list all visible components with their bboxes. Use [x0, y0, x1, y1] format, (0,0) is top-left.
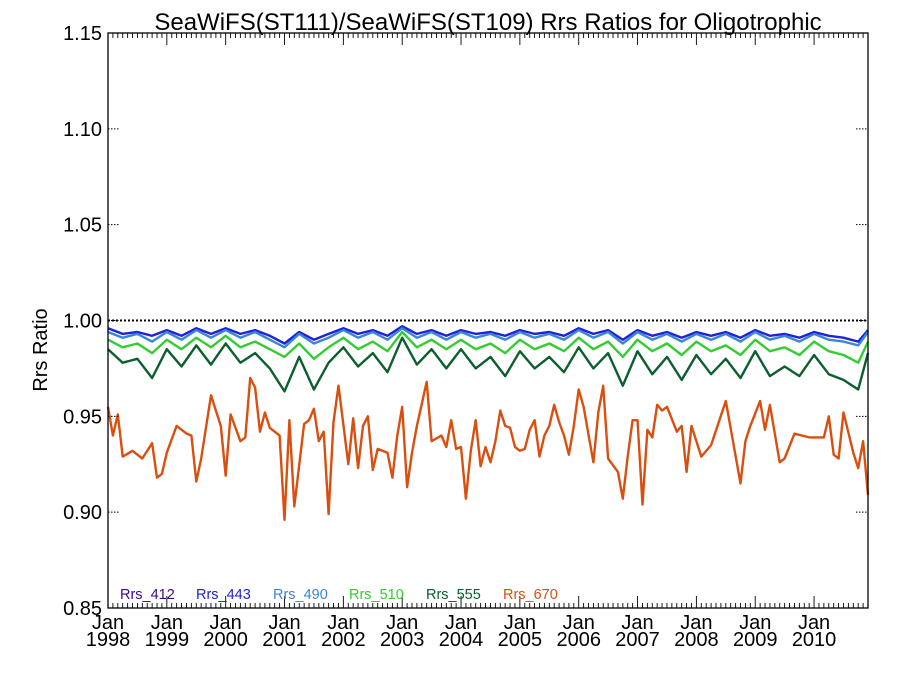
x-tick-label-month: Jan [386, 612, 418, 634]
y-axis-label: Rrs Ratio [30, 308, 52, 391]
y-tick-label: 0.90 [63, 502, 102, 524]
x-tick-label-month: Jan [445, 612, 477, 634]
x-tick-label-month: Jan [268, 612, 300, 634]
series-line-rrs-510 [107, 330, 870, 364]
y-tick-label: 0.85 [63, 598, 102, 620]
x-tick-label-month: Jan [563, 612, 595, 634]
y-tick-label: 1.00 [63, 311, 102, 333]
series-line-rrs-490 [107, 327, 869, 349]
x-tick-label-month: Jan [327, 612, 359, 634]
legend-item-rrs-510: Rrs_510 [349, 587, 404, 603]
series-line-rrs-555 [107, 336, 870, 393]
x-tick-label-year: 2007 [615, 629, 660, 651]
x-tick-label-year: 1998 [86, 629, 131, 651]
x-tick-label-year: 2002 [321, 629, 366, 651]
x-tick-label-year: 2009 [733, 629, 778, 651]
legend-item-rrs-412: Rrs_412 [120, 587, 175, 603]
legend-item-rrs-443: Rrs_443 [196, 587, 251, 603]
y-tick-label: 0.95 [63, 406, 102, 428]
x-tick-label-year: 2000 [203, 629, 248, 651]
x-tick-label-month: Jan [210, 612, 242, 634]
x-tick-label-month: Jan [680, 612, 712, 634]
series-line-rrs-670 [106, 376, 870, 521]
legend-item-rrs-490: Rrs_490 [273, 587, 328, 603]
x-tick-label-month: Jan [504, 612, 536, 634]
x-tick-label-year: 2008 [674, 629, 719, 651]
legend-item-rrs-555: Rrs_555 [426, 587, 481, 603]
legend: Rrs_412 Rrs_443 Rrs_490 Rrs_510 Rrs_555 Rrs_6… [120, 587, 558, 603]
legend-item-rrs-670: Rrs_670 [503, 587, 558, 603]
x-tick-label-year: 2010 [792, 629, 837, 651]
y-tick-label: 1.10 [63, 119, 102, 141]
x-tick-label-year: 2001 [262, 629, 307, 651]
y-tick-label: 1.05 [63, 215, 102, 237]
x-tick-label-year: 2005 [498, 629, 543, 651]
x-tick-label-year: 2006 [556, 629, 601, 651]
x-tick-label-month: Jan [739, 612, 771, 634]
chart-title: SeaWiFS(ST111)/SeaWiFS(ST109) Rrs Ratios… [154, 9, 821, 36]
x-tick-label-month: Jan [621, 612, 653, 634]
x-tick-label-year: 2003 [380, 629, 425, 651]
axes-group: 0.850.900.951.001.051.101.15Jan1998Jan19… [63, 23, 869, 651]
x-tick-label-month: Jan [92, 612, 124, 634]
x-tick-label-month: Jan [151, 612, 183, 634]
x-tick-label-month: Jan [798, 612, 830, 634]
y-tick-label: 1.15 [63, 23, 102, 45]
series-group [106, 325, 870, 521]
series-line-rrs-443 [107, 325, 869, 345]
x-tick-label-year: 1999 [145, 629, 190, 651]
x-tick-label-year: 2004 [439, 629, 484, 651]
